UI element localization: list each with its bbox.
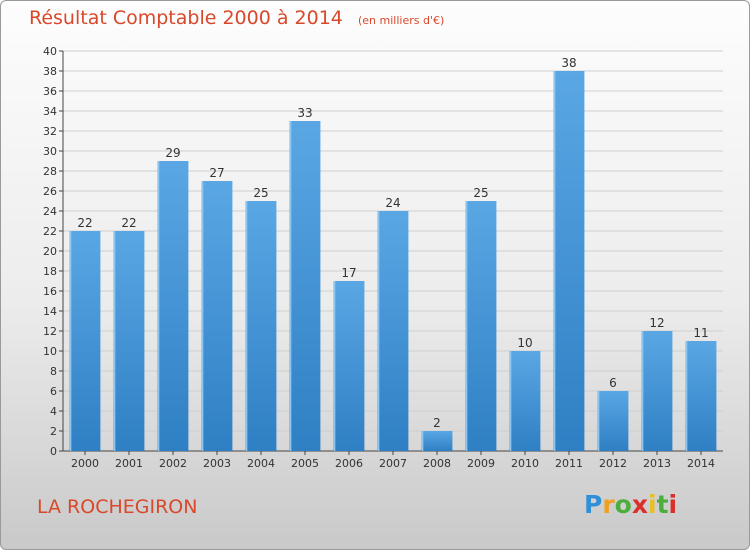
y-tick-label: 30 xyxy=(43,145,57,158)
data-label: 10 xyxy=(517,336,532,350)
bar xyxy=(113,231,145,451)
logo-letter: P xyxy=(584,490,603,519)
data-label: 17 xyxy=(341,266,356,280)
x-tick-label: 2011 xyxy=(555,457,583,470)
y-tick-label: 16 xyxy=(43,285,57,298)
bar xyxy=(201,181,233,451)
bar xyxy=(245,201,277,451)
y-tick-label: 32 xyxy=(43,125,57,138)
logo-letter: i xyxy=(648,490,657,519)
y-tick-label: 18 xyxy=(43,265,57,278)
x-tick-label: 2008 xyxy=(423,457,451,470)
data-label: 24 xyxy=(385,196,400,210)
data-label: 38 xyxy=(561,56,576,70)
logo-letter: o xyxy=(614,490,632,519)
bar xyxy=(685,341,717,451)
data-label: 2 xyxy=(433,416,441,430)
data-label: 11 xyxy=(693,326,708,340)
x-tick-label: 2000 xyxy=(71,457,99,470)
commune-name: LA ROCHEGIRON xyxy=(37,496,198,518)
x-tick-label: 2003 xyxy=(203,457,231,470)
x-tick-label: 2012 xyxy=(599,457,627,470)
data-label: 27 xyxy=(209,166,224,180)
bar xyxy=(69,231,101,451)
y-tick-label: 10 xyxy=(43,345,57,358)
y-tick-label: 6 xyxy=(50,385,57,398)
x-tick-label: 2009 xyxy=(467,457,495,470)
y-tick-label: 36 xyxy=(43,85,57,98)
bar xyxy=(333,281,365,451)
y-tick-label: 24 xyxy=(43,205,57,218)
data-label: 25 xyxy=(473,186,488,200)
y-tick-label: 26 xyxy=(43,185,57,198)
y-tick-label: 22 xyxy=(43,225,57,238)
proxiti-logo: Proxiti xyxy=(584,490,677,519)
bar xyxy=(377,211,409,451)
x-tick-label: 2002 xyxy=(159,457,187,470)
x-tick-label: 2014 xyxy=(687,457,715,470)
bar xyxy=(289,121,321,451)
bar xyxy=(421,431,453,451)
data-label: 25 xyxy=(253,186,268,200)
x-tick-label: 2007 xyxy=(379,457,407,470)
bar xyxy=(465,201,497,451)
data-label: 33 xyxy=(297,106,312,120)
bar xyxy=(553,71,585,451)
y-tick-label: 8 xyxy=(50,365,57,378)
x-tick-label: 2013 xyxy=(643,457,671,470)
y-tick-label: 34 xyxy=(43,105,57,118)
data-label: 12 xyxy=(649,316,664,330)
y-tick-label: 14 xyxy=(43,305,57,318)
logo-letter: i xyxy=(668,490,678,519)
bar xyxy=(157,161,189,451)
logo-letter: t xyxy=(656,490,669,519)
y-tick-label: 20 xyxy=(43,245,57,258)
x-tick-label: 2004 xyxy=(247,457,275,470)
data-label: 22 xyxy=(121,216,136,230)
y-tick-label: 38 xyxy=(43,65,57,78)
logo-letter: r xyxy=(602,490,615,519)
bar xyxy=(597,391,629,451)
x-tick-label: 2006 xyxy=(335,457,363,470)
x-tick-label: 2005 xyxy=(291,457,319,470)
bar xyxy=(509,351,541,451)
y-tick-label: 40 xyxy=(43,45,57,58)
y-tick-label: 12 xyxy=(43,325,57,338)
chart-subtitle: (en milliers d'€) xyxy=(357,14,445,27)
y-tick-label: 4 xyxy=(50,405,57,418)
x-tick-label: 2010 xyxy=(511,457,539,470)
bar xyxy=(641,331,673,451)
data-label: 29 xyxy=(165,146,180,160)
chart-title: Résultat Comptable 2000 à 2014 xyxy=(29,7,343,29)
y-tick-label: 2 xyxy=(50,425,57,438)
y-tick-label: 28 xyxy=(43,165,57,178)
logo-letter: x xyxy=(631,490,648,519)
data-label: 6 xyxy=(609,376,617,390)
data-label: 22 xyxy=(77,216,92,230)
y-tick-label: 0 xyxy=(50,445,57,458)
x-tick-label: 2001 xyxy=(115,457,143,470)
title-row: Résultat Comptable 2000 à 2014 (en milli… xyxy=(29,7,444,29)
